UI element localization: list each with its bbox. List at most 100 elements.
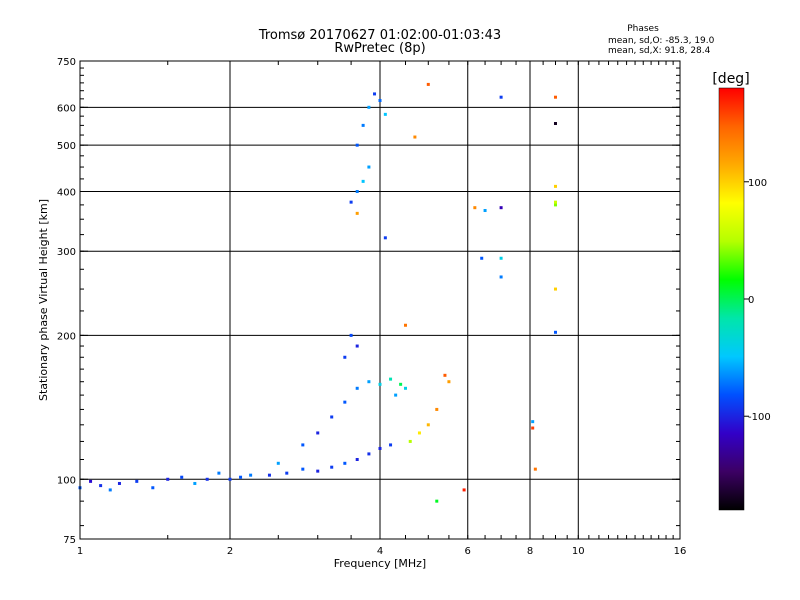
- data-point: [355, 143, 359, 147]
- colorbar-tick-label: -100: [748, 412, 771, 423]
- data-point: [267, 473, 271, 477]
- data-point: [373, 92, 377, 96]
- y-axis-label: Stationary phase Virtual Height [km]: [37, 199, 50, 401]
- data-point: [316, 431, 320, 435]
- data-point: [553, 122, 557, 126]
- data-point: [108, 488, 112, 492]
- y-tick-label: 400: [57, 187, 76, 198]
- y-tick-label: 600: [57, 103, 76, 114]
- data-point: [426, 423, 430, 427]
- data-point: [349, 333, 353, 337]
- data-point: [499, 275, 503, 279]
- data-point: [355, 457, 359, 461]
- data-point: [205, 477, 209, 481]
- data-point: [367, 165, 371, 169]
- colorbar-ticks: 100 0 -100: [744, 178, 771, 423]
- data-point: [383, 112, 387, 116]
- data-point: [447, 380, 451, 384]
- stats-line-x: mean, sd,X: 91.8, 28.4: [608, 46, 711, 56]
- data-point: [378, 382, 382, 386]
- data-point: [316, 469, 320, 473]
- data-point: [228, 477, 232, 481]
- data-point: [553, 95, 557, 99]
- y-tick-labels: 75 100 200 300 400 500 600 750: [57, 57, 76, 546]
- x-tick-label: 8: [527, 546, 533, 557]
- data-point: [480, 256, 484, 260]
- data-point: [117, 481, 121, 485]
- grid-lines: [80, 61, 680, 539]
- data-point: [378, 446, 382, 450]
- data-point: [553, 184, 557, 188]
- y-tick-label: 300: [57, 247, 76, 258]
- data-point: [483, 209, 487, 213]
- data-point: [330, 415, 334, 419]
- data-point: [367, 105, 371, 109]
- x-tick-labels: 1 2 4 6 8 10 16: [77, 546, 687, 557]
- data-point: [301, 467, 305, 471]
- data-point: [239, 475, 243, 479]
- data-point: [413, 135, 417, 139]
- y-tick-label: 75: [63, 535, 76, 546]
- data-point: [249, 473, 253, 477]
- data-point: [276, 461, 280, 465]
- data-point: [408, 439, 412, 443]
- data-point: [403, 386, 407, 390]
- y-tick-label: 500: [57, 141, 76, 152]
- data-point: [499, 256, 503, 260]
- data-point: [217, 471, 221, 475]
- data-point: [462, 488, 466, 492]
- data-point: [166, 477, 170, 481]
- data-point: [553, 200, 557, 204]
- colorbar-tick-label: 100: [748, 178, 767, 189]
- data-point: [355, 189, 359, 193]
- data-points: [78, 82, 557, 503]
- colorbar-tick-label: 0: [748, 295, 754, 306]
- data-point: [343, 355, 347, 359]
- data-point: [135, 479, 139, 483]
- data-point: [533, 467, 537, 471]
- data-point: [389, 377, 393, 381]
- chart-title: Tromsø 20170627 01:02:00-01:03:43: [258, 28, 501, 43]
- data-point: [435, 499, 439, 503]
- y-tick-label: 200: [57, 331, 76, 342]
- data-point: [151, 486, 155, 490]
- chart-subtitle: RwPretec (8p): [334, 41, 425, 56]
- data-point: [99, 484, 103, 488]
- x-tick-label: 6: [465, 546, 471, 557]
- data-point: [367, 452, 371, 456]
- data-point: [443, 373, 447, 377]
- data-point: [426, 82, 430, 86]
- data-point: [403, 323, 407, 327]
- x-axis-label: Frequency [MHz]: [334, 557, 426, 570]
- y-tick-label: 100: [57, 475, 76, 486]
- x-tick-label: 1: [77, 546, 83, 557]
- data-point: [89, 479, 93, 483]
- x-tick-label: 16: [674, 546, 687, 557]
- plot-frame: [79, 60, 681, 540]
- data-point: [180, 475, 184, 479]
- x-tick-label: 10: [572, 546, 585, 557]
- data-point: [355, 211, 359, 215]
- data-point: [553, 287, 557, 291]
- data-point: [473, 206, 477, 210]
- data-point: [343, 400, 347, 404]
- data-point: [499, 95, 503, 99]
- data-point: [378, 99, 382, 103]
- data-point: [383, 236, 387, 240]
- data-point: [531, 426, 535, 430]
- data-point: [367, 380, 371, 384]
- data-point: [193, 481, 197, 485]
- x-tick-label: 2: [227, 546, 233, 557]
- data-point: [361, 123, 365, 127]
- data-point: [553, 203, 557, 207]
- data-point: [355, 344, 359, 348]
- x-tick-label: 4: [377, 546, 383, 557]
- data-point: [531, 420, 535, 424]
- stats-line-o: mean, sd,O: -85.3, 19.0: [608, 36, 715, 46]
- data-point: [343, 461, 347, 465]
- data-point: [301, 443, 305, 447]
- y-tick-label: 750: [57, 57, 76, 68]
- colorbar: [718, 87, 745, 511]
- data-point: [330, 465, 334, 469]
